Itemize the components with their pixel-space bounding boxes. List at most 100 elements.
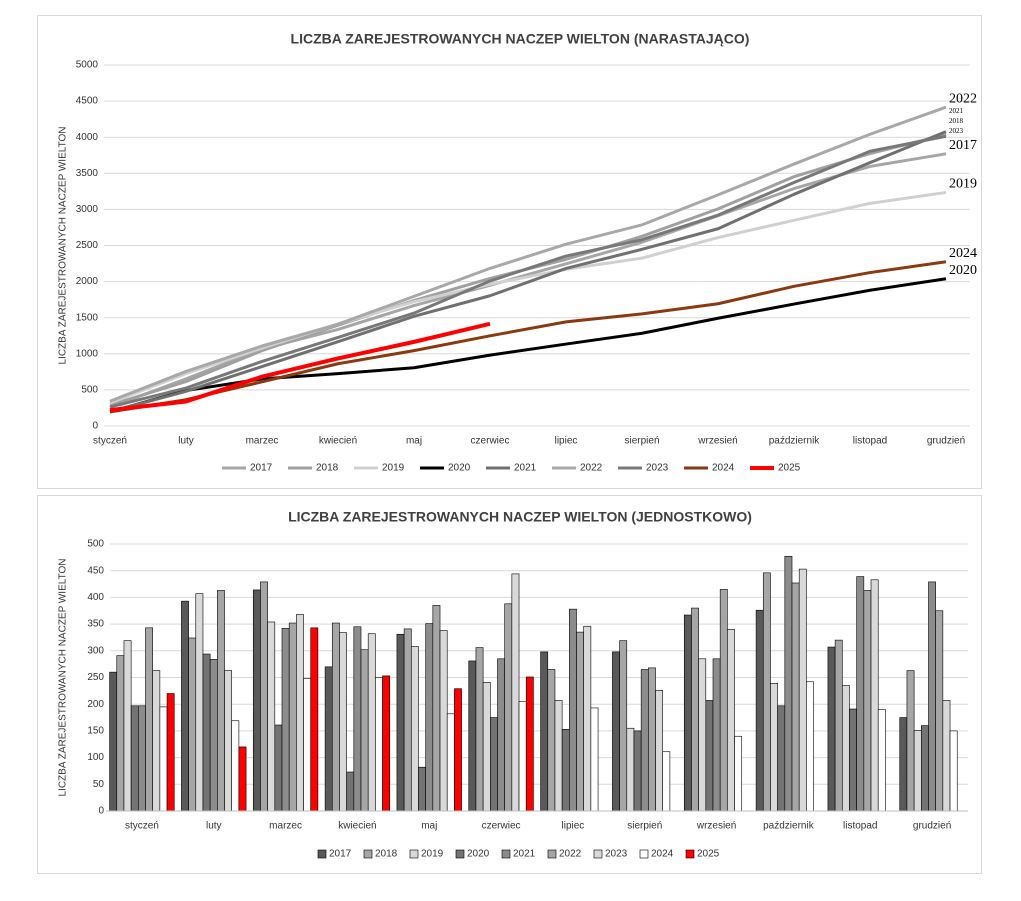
bar: [274, 724, 283, 812]
bar: [375, 677, 383, 812]
bar: [648, 667, 656, 812]
bar: [367, 633, 376, 812]
bar: [130, 705, 139, 812]
chart-frame: [37, 15, 982, 489]
x-tick-label: listopad: [843, 821, 877, 832]
bar: [655, 690, 664, 812]
bar: [382, 675, 391, 812]
bar: [841, 685, 850, 812]
bar: [217, 590, 225, 812]
bar: [856, 576, 865, 812]
x-tick-label: styczeń: [93, 436, 127, 447]
end-label: 2018: [949, 117, 964, 125]
bar: [454, 688, 462, 812]
bar: [511, 573, 520, 812]
legend-label: 2024: [712, 463, 735, 474]
chart-title: LICZBA ZAREJESTROWANYCH NACZEP WIELTON (…: [288, 509, 752, 525]
end-label: 2017: [949, 138, 977, 153]
bar: [324, 666, 333, 812]
series-line: [109, 152, 947, 409]
bar: [705, 700, 714, 812]
bar: [583, 625, 592, 812]
bar: [712, 658, 721, 812]
bar: [640, 669, 649, 812]
bar: [784, 555, 793, 812]
bar: [719, 589, 728, 812]
y-tick-label: 1500: [76, 312, 99, 323]
bar: [554, 700, 563, 812]
bar: [396, 633, 405, 812]
bar: [446, 713, 455, 812]
x-tick-label: wrzesień: [696, 821, 736, 832]
x-tick-label: luty: [206, 821, 222, 832]
bar: [935, 610, 944, 812]
series-line: [109, 190, 947, 405]
bar: [906, 670, 915, 812]
bar: [288, 622, 297, 812]
bar: [439, 630, 448, 812]
bar: [403, 628, 412, 812]
bar: [504, 603, 513, 812]
y-tick-label: 300: [87, 645, 104, 656]
bar: [123, 640, 132, 812]
bar: [252, 589, 261, 812]
y-axis-title: LICZBA ZAREJESTROWANYCH NACZEP WIELTON: [58, 559, 69, 797]
bar: [561, 728, 570, 812]
legend-label: 2025: [697, 849, 720, 860]
end-label: 2023: [949, 127, 964, 135]
x-tick-label: grudzień: [913, 821, 951, 832]
bar: [267, 621, 276, 812]
bar: [138, 705, 146, 812]
x-tick-label: marzec: [246, 436, 279, 447]
bar: [698, 658, 707, 812]
bar: [224, 670, 233, 812]
y-tick-label: 150: [87, 726, 104, 737]
bar: [418, 766, 426, 812]
legend-label: 2019: [382, 463, 405, 474]
x-tick-label: sierpień: [627, 821, 662, 832]
y-tick-label: 0: [98, 806, 104, 817]
bar: [281, 628, 290, 812]
x-tick-label: kwiecień: [319, 436, 357, 447]
bar: [116, 655, 125, 812]
bar: [260, 581, 268, 812]
bar: [181, 600, 189, 812]
legend-label: 2019: [421, 849, 444, 860]
end-label: 2021: [949, 107, 964, 115]
end-label: 2020: [949, 263, 977, 278]
y-tick-label: 350: [87, 619, 104, 630]
bar: [849, 708, 857, 812]
bar: [159, 706, 168, 812]
y-axis-title: LICZBA ZAREJESTROWANYCH NACZEP WIELTON: [58, 127, 69, 365]
series-line: [109, 321, 491, 413]
bar: [576, 631, 584, 812]
legend-swatch: [363, 849, 373, 859]
legend-label: 2021: [514, 463, 537, 474]
series-line: [109, 130, 947, 414]
legend-label: 2022: [580, 463, 603, 474]
y-tick-label: 4500: [76, 96, 99, 107]
x-tick-label: kwiecień: [338, 821, 376, 832]
x-tick-label: czerwiec: [482, 821, 521, 832]
bar: [590, 707, 599, 812]
bar: [626, 727, 635, 812]
legend-label: 2020: [467, 849, 490, 860]
bar: [827, 646, 836, 812]
legend-label: 2024: [651, 849, 674, 860]
legend-swatch: [501, 849, 511, 859]
x-tick-label: maj: [421, 821, 437, 832]
x-tick-label: lipiec: [555, 436, 578, 447]
bar: [777, 705, 786, 812]
bar: [475, 647, 484, 812]
bar: [791, 582, 800, 812]
bar: [727, 629, 735, 812]
bar: [353, 626, 362, 812]
y-tick-label: 2000: [76, 276, 99, 287]
y-tick-label: 2500: [76, 240, 99, 251]
series-line: [109, 134, 947, 409]
bar: [662, 751, 671, 812]
bar: [109, 671, 118, 812]
x-tick-label: lipiec: [562, 821, 585, 832]
bar: [798, 568, 807, 812]
